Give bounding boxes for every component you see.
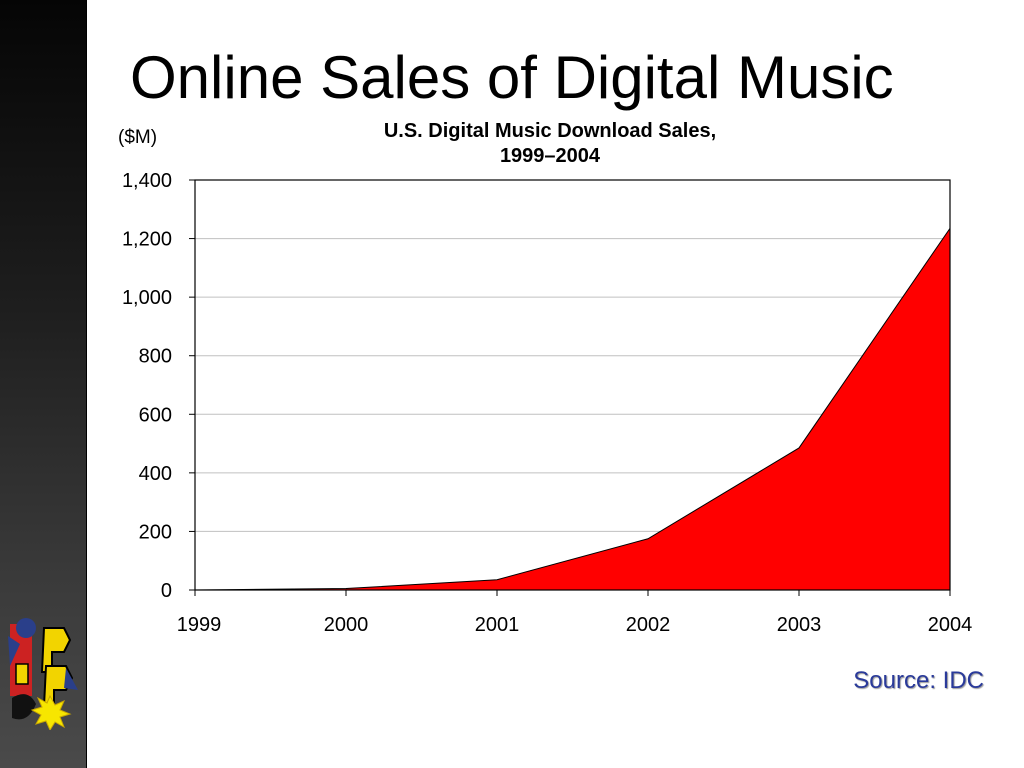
- y-tick-label-2: 400: [139, 463, 172, 485]
- data-point-2002: [647, 538, 649, 540]
- chart-title-line-2: 1999–2004: [499, 145, 601, 167]
- y-tick-label-0: 0: [161, 580, 172, 602]
- y-tick-label-6: 1,200: [122, 229, 172, 251]
- x-tick-label-2003: 2003: [777, 614, 822, 636]
- plot-border: [194, 179, 951, 591]
- data-point-2000: [345, 588, 347, 590]
- chart-title-line-1: U.S. Digital Music Download Sales,: [383, 120, 717, 142]
- y-tick-label-4: 800: [139, 346, 172, 368]
- source-credit: Source: IDC: [853, 667, 984, 694]
- x-tick-label-1999: 1999: [177, 614, 222, 636]
- cartoon-logo-icon: [8, 618, 78, 730]
- x-tick-label-2000: 2000: [324, 614, 369, 636]
- y-tick-label-5: 1,000: [122, 287, 172, 309]
- data-point-2003: [798, 447, 800, 449]
- x-tick-label-2001: 2001: [475, 614, 520, 636]
- y-tick-label-3: 600: [139, 404, 172, 426]
- x-tick-label-2002: 2002: [626, 614, 671, 636]
- x-tick-label-2004: 2004: [928, 614, 973, 636]
- data-point-2001: [496, 579, 498, 581]
- chart-title: U.S. Digital Music Download Sales, 1999–…: [330, 119, 770, 169]
- side-decoration-strip: [0, 0, 87, 768]
- y-tick-label-1: 200: [139, 521, 172, 543]
- y-axis-unit-label: ($M): [118, 127, 158, 148]
- y-tick-label-7: 1,400: [122, 170, 172, 192]
- slide-title: Online Sales of Digital Music: [130, 44, 894, 111]
